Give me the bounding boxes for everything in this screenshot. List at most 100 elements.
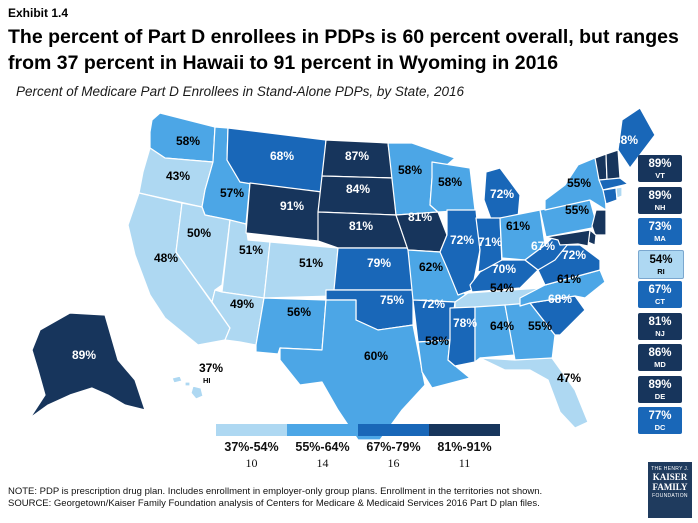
legend: 37%-54% 55%-64% 67%-79% 81%-91% 10 14 16… — [216, 424, 500, 471]
small-state-abbr: DE — [654, 391, 666, 401]
exhibit-label: Exhibit 1.4 — [8, 6, 69, 20]
small-state-value: 54% — [649, 253, 673, 266]
small-state-value: 86% — [648, 347, 672, 359]
small-state-box-dc: 77% DC — [638, 407, 682, 434]
small-state-box-nj: 81% NJ — [638, 312, 682, 340]
state-value-oh: 61% — [506, 219, 530, 233]
small-state-value: 89% — [648, 378, 672, 391]
state-value-me: 68% — [614, 133, 638, 147]
legend-swatch-4 — [429, 424, 500, 436]
state-value-sc: 68% — [548, 292, 572, 306]
state-NV — [175, 202, 231, 303]
state-value-or: 43% — [166, 169, 190, 183]
note-text: NOTE: PDP is prescription drug plan. Inc… — [8, 486, 543, 497]
state-value-wy: 91% — [280, 199, 304, 213]
state-shapes — [29, 107, 656, 441]
small-state-abbr: NJ — [655, 328, 665, 338]
small-state-box-md: 86% MD — [638, 344, 682, 371]
small-state-box-de: 89% DE — [638, 375, 682, 403]
legend-label-3: 67%-79% — [366, 440, 421, 454]
source-text: SOURCE: Georgetown/Kaiser Family Foundat… — [8, 498, 540, 509]
logo-line1: THE HENRY J. — [651, 466, 689, 472]
legend-count-3: 16 — [387, 456, 400, 470]
small-state-abbr: RI — [657, 266, 665, 276]
state-value-ok: 75% — [380, 293, 404, 307]
small-state-abbr: MA — [654, 234, 666, 243]
state-value-ga: 55% — [528, 319, 552, 333]
legend-count-4: 11 — [458, 456, 471, 470]
state-value-mn: 58% — [398, 163, 422, 177]
state-value-ms: 78% — [453, 316, 477, 330]
state-value-fl: 47% — [557, 371, 581, 385]
state-value-wa: 58% — [176, 134, 200, 148]
legend-swatch-2 — [287, 424, 358, 436]
state-value-pa: 55% — [565, 203, 589, 217]
small-state-value: 73% — [648, 221, 672, 233]
footnote: NOTE: PDP is prescription drug plan. Inc… — [8, 486, 628, 510]
state-value-ks: 79% — [367, 256, 391, 270]
kff-logo: THE HENRY J. KAISER FAMILY FOUNDATION — [648, 462, 692, 518]
state-value-ar: 72% — [421, 297, 445, 311]
state-FL — [479, 357, 589, 429]
state-NJ — [591, 209, 607, 236]
state-value-mi: 72% — [490, 187, 514, 201]
state-value-nm: 56% — [287, 305, 311, 319]
state-value-va: 72% — [562, 248, 586, 262]
small-state-box-nh: 89% NH — [638, 186, 682, 214]
small-state-value: 67% — [648, 284, 672, 296]
small-state-box-ma: 73% MA — [638, 218, 682, 245]
state-value-wi: 58% — [438, 175, 462, 189]
state-value-in: 71% — [478, 235, 502, 249]
us-state-map: 58% 43% 48% 57% 50% 68% 91% 51% 49% 51% 56% 87% 84% 8… — [29, 107, 656, 441]
state-value-tn: 54% — [490, 281, 514, 295]
state-value-ut: 51% — [239, 243, 263, 257]
state-value-la: 58% — [425, 334, 449, 348]
small-state-abbr: NH — [654, 202, 666, 212]
legend-count-1: 10 — [245, 456, 258, 470]
small-state-value: 81% — [648, 315, 672, 328]
state-value-co: 51% — [299, 256, 323, 270]
state-value-al: 64% — [490, 319, 514, 333]
legend-label-4: 81%-91% — [437, 440, 492, 454]
state-value-il: 72% — [450, 233, 474, 247]
state-value-nc: 61% — [557, 272, 581, 286]
small-state-abbr: DC — [654, 423, 666, 432]
state-value-ne: 81% — [349, 219, 373, 233]
small-state-value: 77% — [648, 410, 672, 422]
logo-line3: FAMILY — [652, 482, 688, 492]
state-value-nd: 87% — [345, 149, 369, 163]
state-value-nv: 50% — [187, 226, 211, 240]
state-value-ca: 48% — [154, 251, 178, 265]
chart-subtitle: Percent of Medicare Part D Enrollees in … — [16, 84, 464, 99]
state-value-wv: 67% — [531, 239, 555, 253]
logo-line4: FOUNDATION — [652, 493, 688, 499]
state-MA — [598, 177, 629, 191]
state-CT — [602, 187, 618, 205]
state-MD — [545, 229, 591, 247]
state-value-mo: 62% — [419, 260, 443, 274]
state-value-ak: 89% — [72, 348, 96, 362]
chart-title: The percent of Part D enrollees in PDPs … — [8, 26, 679, 74]
state-value-tx: 60% — [364, 349, 388, 363]
hawaii-abbr: HI — [203, 376, 211, 385]
state-TX — [279, 299, 426, 441]
state-RI — [615, 186, 623, 199]
state-ME — [617, 107, 656, 169]
logo-line2: KAISER — [652, 472, 688, 482]
legend-label-1: 37%-54% — [224, 440, 279, 454]
state-AK — [29, 312, 146, 419]
small-state-abbr: MD — [654, 360, 666, 369]
small-state-abbr: CT — [655, 297, 665, 306]
legend-swatch-3 — [358, 424, 429, 436]
state-value-ny: 55% — [567, 176, 591, 190]
state-NH — [605, 149, 621, 181]
legend-swatch-1 — [216, 424, 287, 436]
state-value-sd: 84% — [346, 182, 370, 196]
legend-swatches — [216, 424, 500, 436]
small-state-box-ri: 54% RI — [638, 249, 684, 279]
state-value-mt: 68% — [270, 149, 294, 163]
legend-count-2: 14 — [316, 456, 329, 470]
state-value-id: 57% — [220, 186, 244, 200]
state-value-az: 49% — [230, 297, 254, 311]
small-state-box-ct: 67% CT — [638, 281, 682, 308]
